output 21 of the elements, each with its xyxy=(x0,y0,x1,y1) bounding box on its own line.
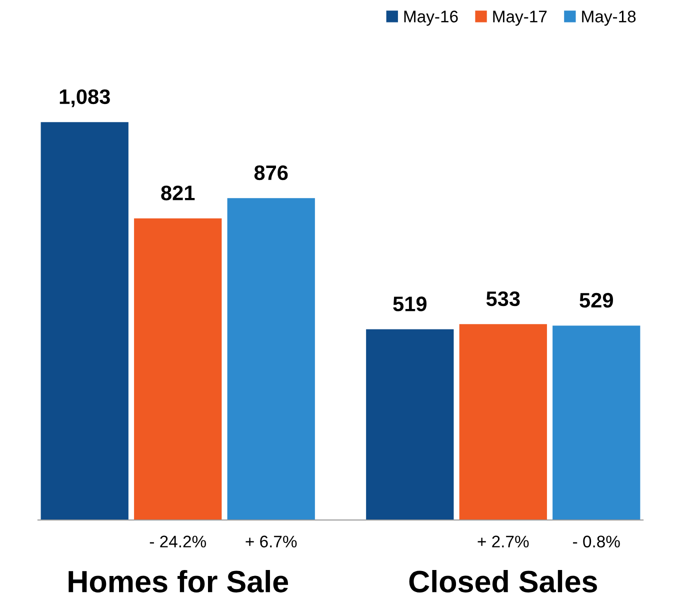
data-label: 1,083 xyxy=(60,89,110,108)
bar xyxy=(459,324,547,520)
x-tick-label: Closed Sales xyxy=(409,570,597,592)
bar xyxy=(40,122,128,520)
text: + 2.7% xyxy=(478,536,529,548)
data-label: 519 xyxy=(393,296,426,312)
legend-label: May-16 xyxy=(404,10,458,26)
data-label: 529 xyxy=(580,292,613,308)
bar xyxy=(552,326,640,520)
bar xyxy=(366,329,454,520)
text: - 0.8% xyxy=(573,536,620,548)
text: + 6.7% xyxy=(246,536,297,548)
bar xyxy=(227,198,315,520)
x-tick-label: Homes for Sale xyxy=(68,570,288,592)
bar xyxy=(134,218,222,520)
data-label: 821 xyxy=(161,186,195,200)
text: - 24.2% xyxy=(150,536,206,548)
data-label: 876 xyxy=(254,165,288,180)
legend-label: May-18 xyxy=(582,10,636,26)
data-label: 533 xyxy=(486,291,520,306)
legend-label: May-17 xyxy=(493,10,547,26)
